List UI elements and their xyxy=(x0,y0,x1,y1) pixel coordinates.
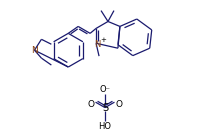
Text: HO: HO xyxy=(98,122,111,131)
Text: O: O xyxy=(116,100,123,109)
Text: N: N xyxy=(94,40,100,49)
Text: S: S xyxy=(102,103,108,113)
Text: O: O xyxy=(87,100,94,109)
Text: N: N xyxy=(31,46,38,55)
Text: O⁻: O⁻ xyxy=(100,85,110,94)
Text: +: + xyxy=(100,37,106,43)
